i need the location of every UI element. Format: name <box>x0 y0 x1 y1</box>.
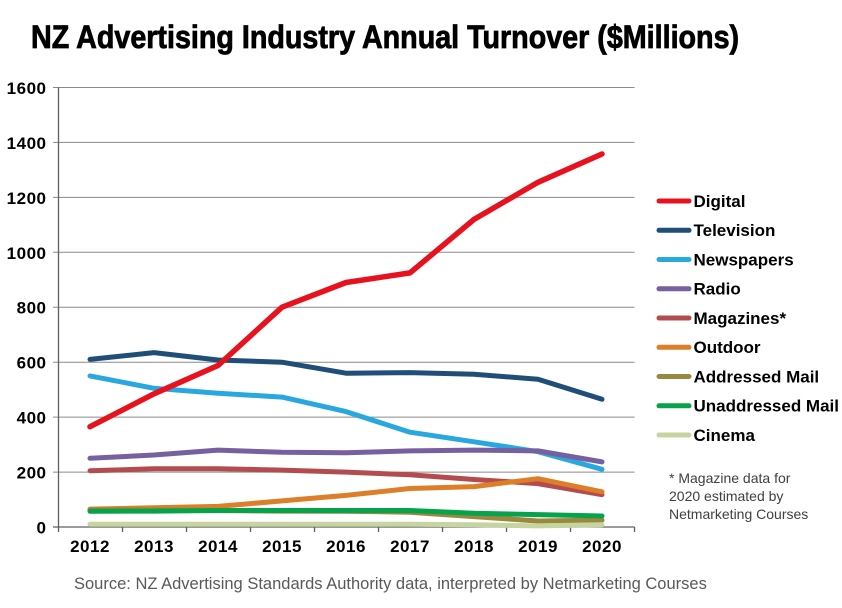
svg-text:2017: 2017 <box>390 537 430 556</box>
svg-text:2018: 2018 <box>454 537 494 556</box>
svg-text:0: 0 <box>37 519 47 538</box>
svg-text:Radio: Radio <box>694 280 741 299</box>
svg-text:* Magazine data for: * Magazine data for <box>669 470 791 486</box>
svg-text:2012: 2012 <box>70 537 110 556</box>
svg-text:600: 600 <box>17 354 47 373</box>
svg-text:1600: 1600 <box>7 79 47 98</box>
svg-text:2014: 2014 <box>198 537 238 556</box>
svg-text:2013: 2013 <box>134 537 174 556</box>
svg-text:1200: 1200 <box>7 189 47 208</box>
svg-text:800: 800 <box>17 299 47 318</box>
svg-text:1400: 1400 <box>7 134 47 153</box>
svg-text:Addressed Mail: Addressed Mail <box>694 367 820 386</box>
svg-text:2020: 2020 <box>582 537 622 556</box>
svg-text:Digital: Digital <box>694 192 746 211</box>
svg-text:Outdoor: Outdoor <box>694 338 761 357</box>
svg-text:1000: 1000 <box>7 244 47 263</box>
svg-text:2015: 2015 <box>262 537 302 556</box>
svg-text:Magazines*: Magazines* <box>694 309 787 328</box>
svg-text:2019: 2019 <box>518 537 558 556</box>
svg-text:Cinema: Cinema <box>694 426 756 445</box>
svg-text:400: 400 <box>17 409 47 428</box>
svg-text:Source: NZ Advertising Standar: Source: NZ Advertising Standards Authori… <box>74 575 707 593</box>
svg-text:Newspapers: Newspapers <box>694 250 794 269</box>
svg-text:2020 estimated by: 2020 estimated by <box>669 488 783 504</box>
svg-text:200: 200 <box>17 464 47 483</box>
svg-text:NZ Advertising Industry Annual: NZ Advertising Industry Annual Turnover … <box>31 20 739 56</box>
svg-text:2016: 2016 <box>326 537 366 556</box>
svg-text:Television: Television <box>694 221 776 240</box>
svg-text:Netmarketing Courses: Netmarketing Courses <box>669 506 808 522</box>
svg-text:Unaddressed Mail: Unaddressed Mail <box>694 397 840 416</box>
